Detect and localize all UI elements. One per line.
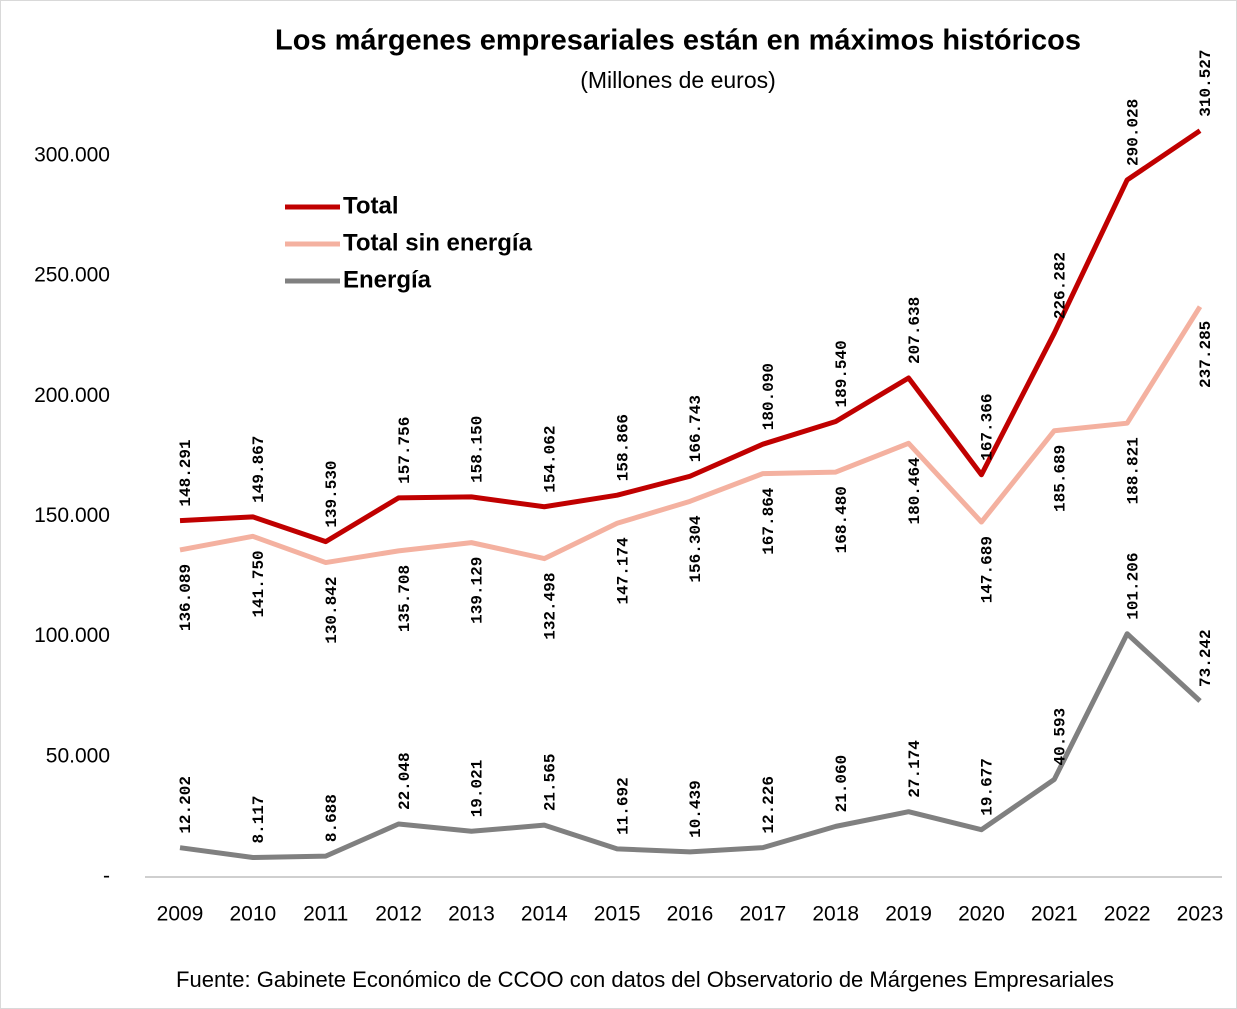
series-line — [179, 128, 1202, 545]
data-label: 132.498 — [542, 573, 560, 640]
data-label: 22.048 — [396, 752, 414, 810]
data-label: 226.282 — [1052, 252, 1070, 319]
y-tick-label: 200.000 — [34, 384, 110, 407]
data-label: 290.028 — [1124, 99, 1142, 166]
x-tick-label: 2016 — [667, 903, 714, 926]
data-label: 21.565 — [542, 754, 560, 812]
data-label: 139.530 — [323, 460, 341, 527]
x-tick-label: 2015 — [594, 903, 641, 926]
y-tick-label: 50.000 — [46, 744, 110, 767]
data-label: 207.638 — [906, 297, 924, 364]
y-tick-label: 300.000 — [34, 144, 110, 167]
series-line — [179, 631, 1202, 860]
data-label: 237.285 — [1197, 321, 1215, 388]
data-label: 136.089 — [177, 564, 195, 631]
data-label: 148.291 — [177, 439, 195, 506]
data-label: 180.090 — [760, 363, 778, 430]
data-label: 149.867 — [250, 436, 268, 503]
data-label: 27.174 — [906, 740, 924, 798]
x-tick-label: 2012 — [375, 903, 422, 926]
data-label: 11.692 — [614, 777, 632, 835]
y-tick-label: 150.000 — [34, 504, 110, 527]
data-label: 185.689 — [1052, 445, 1070, 512]
y-tick-label: 100.000 — [34, 624, 110, 647]
data-label: 167.864 — [760, 487, 778, 555]
data-label: 12.202 — [177, 776, 195, 834]
x-tick-label: 2021 — [1031, 903, 1078, 926]
data-label: 180.464 — [906, 457, 924, 525]
data-label: 19.677 — [979, 758, 997, 816]
data-label: 157.756 — [396, 417, 414, 484]
data-label: 188.821 — [1124, 437, 1142, 504]
data-label: 101.206 — [1124, 553, 1142, 620]
y-tick-label: - — [103, 865, 110, 888]
chart-title: Los márgenes empresariales están en máxi… — [275, 25, 1081, 57]
data-label: 139.129 — [469, 557, 487, 624]
data-label: 168.480 — [833, 486, 851, 553]
data-label: 147.174 — [614, 537, 632, 605]
data-label: 135.708 — [396, 565, 414, 632]
data-label: 10.439 — [687, 780, 705, 838]
data-label: 154.062 — [542, 426, 560, 493]
y-tick-label: 250.000 — [34, 264, 110, 287]
x-tick-label: 2009 — [157, 903, 204, 926]
x-tick-label: 2013 — [448, 903, 495, 926]
series-line — [179, 305, 1203, 566]
x-tick-label: 2010 — [229, 903, 276, 926]
data-label: 21.060 — [833, 755, 851, 813]
data-label: 156.304 — [687, 515, 705, 583]
data-label: 141.750 — [250, 550, 268, 617]
data-label: 189.540 — [833, 340, 851, 407]
x-tick-label: 2017 — [739, 903, 786, 926]
data-label: 19.021 — [469, 760, 487, 818]
data-label: 158.150 — [469, 416, 487, 483]
x-tick-label: 2014 — [521, 903, 568, 926]
x-tick-label: 2020 — [958, 903, 1005, 926]
x-tick-label: 2019 — [885, 903, 932, 926]
chart-subtitle: (Millones de euros) — [580, 67, 776, 93]
legend-label: Total sin energía — [343, 229, 533, 256]
legend-label: Energía — [343, 266, 432, 293]
x-tick-label: 2022 — [1104, 903, 1151, 926]
data-label: 73.242 — [1197, 629, 1215, 687]
data-label: 167.366 — [979, 394, 997, 461]
data-label: 130.842 — [323, 577, 341, 644]
data-label: 8.117 — [250, 795, 268, 843]
data-label: 158.866 — [614, 414, 632, 481]
data-label: 8.688 — [323, 794, 341, 842]
data-label: 12.226 — [760, 776, 778, 834]
legend-label: Total — [343, 192, 399, 219]
data-label: 310.527 — [1197, 49, 1215, 116]
data-label: 166.743 — [687, 395, 705, 462]
data-label: 40.593 — [1052, 708, 1070, 766]
data-label: 147.689 — [979, 536, 997, 603]
source-note: Fuente: Gabinete Económico de CCOO con d… — [176, 967, 1114, 992]
x-tick-label: 2018 — [812, 903, 859, 926]
x-tick-label: 2011 — [303, 903, 348, 926]
x-tick-label: 2023 — [1177, 903, 1224, 926]
